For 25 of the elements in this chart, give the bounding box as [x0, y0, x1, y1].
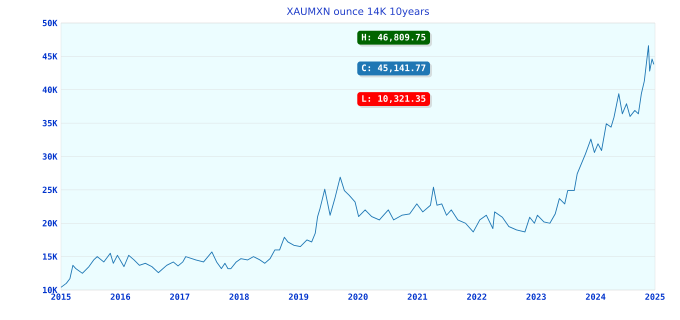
- line-series: [60, 45, 654, 288]
- x-tick-label: 2015: [51, 294, 71, 300]
- x-tick-label: 2022: [467, 294, 486, 300]
- y-tick-label: 25K: [42, 186, 58, 194]
- chart-title: XAUMXN ounce 14K 10years: [286, 8, 429, 17]
- y-tick-label: 30K: [42, 153, 58, 160]
- y-tick-label: 40K: [42, 86, 58, 93]
- y-tick-label: 15K: [42, 253, 58, 260]
- y-tick-label: 10K: [42, 286, 58, 294]
- y-tick-label: 50K: [42, 20, 58, 26]
- x-tick-label: 2016: [110, 294, 130, 300]
- annotation: C: 45,141.77: [362, 64, 426, 72]
- y-tick-label: 45K: [42, 53, 58, 60]
- y-tick-label: 20K: [42, 220, 58, 226]
- x-tick-label: 2017: [170, 294, 190, 300]
- annotation: H: 46,809.75: [362, 34, 426, 42]
- x-tick-label: 2020: [348, 294, 368, 300]
- x-tick-label: 2025: [645, 294, 665, 300]
- x-tick-label: 2019: [288, 294, 308, 300]
- x-tick-label: 2023: [526, 294, 546, 300]
- x-tick-label: 2018: [229, 294, 249, 300]
- y-tick-label: 35K: [42, 120, 58, 126]
- annotation: L: 10,321.35: [362, 95, 426, 104]
- x-tick-label: 2024: [586, 294, 606, 300]
- x-tick-label: 2021: [408, 294, 428, 300]
